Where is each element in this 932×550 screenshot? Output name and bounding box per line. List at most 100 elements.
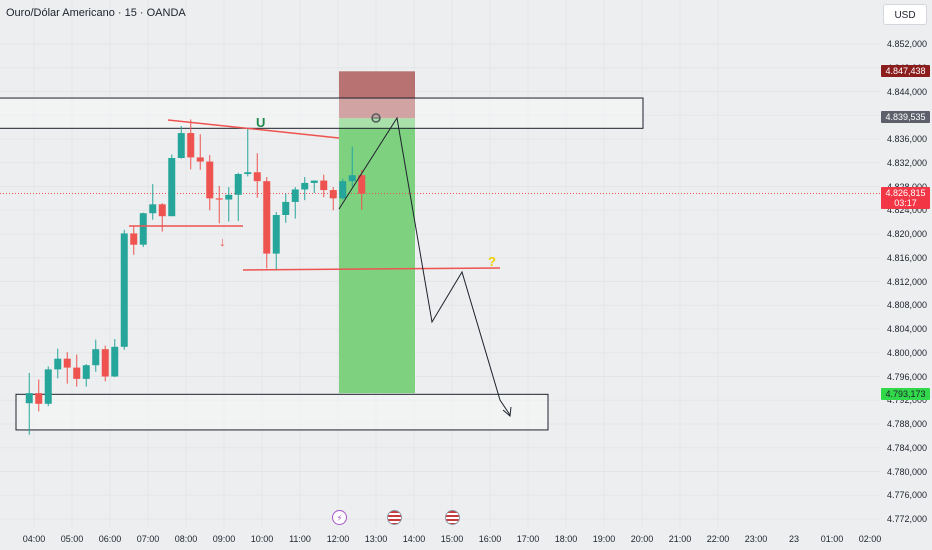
candle-body bbox=[234, 174, 242, 195]
price-tick: 4.784,000 bbox=[887, 442, 928, 453]
candle-body bbox=[329, 190, 337, 199]
candle-body bbox=[263, 181, 271, 254]
current-price-label: 4.826,815 03:17 bbox=[881, 187, 930, 209]
candle-body bbox=[35, 393, 43, 404]
time-tick: 19:00 bbox=[592, 534, 616, 544]
time-tick: 07:00 bbox=[136, 534, 160, 544]
candle-body bbox=[54, 358, 62, 370]
chart-grid bbox=[0, 0, 880, 527]
price-tick: 4.804,000 bbox=[887, 324, 928, 334]
price-tick: 4.808,000 bbox=[887, 300, 928, 311]
us-flag-event-icon[interactable] bbox=[445, 510, 460, 525]
candle-body bbox=[158, 204, 166, 217]
symbol-title[interactable]: Ouro/Dólar Americano · 15 · OANDA bbox=[6, 7, 186, 19]
time-tick: 02:00 bbox=[858, 534, 882, 544]
time-tick: 23 bbox=[788, 534, 800, 544]
price-tick: 4.836,000 bbox=[887, 134, 928, 144]
price-tick: 4.796,000 bbox=[887, 371, 928, 382]
candle-body bbox=[348, 175, 356, 182]
magnet-icon: U bbox=[256, 115, 265, 130]
drawing-zones bbox=[0, 71, 880, 431]
candle-body bbox=[358, 175, 366, 194]
candle-body bbox=[139, 213, 147, 245]
time-tick: 23:00 bbox=[744, 534, 768, 544]
candle-body bbox=[225, 194, 233, 200]
candle-body bbox=[82, 365, 90, 379]
candle-body bbox=[272, 215, 280, 254]
candle-body bbox=[320, 180, 328, 191]
time-tick: 09:00 bbox=[212, 534, 236, 544]
time-tick: 22:00 bbox=[706, 534, 730, 544]
price-tick: 4.772,000 bbox=[887, 514, 928, 524]
time-tick: 20:00 bbox=[630, 534, 654, 544]
candlestick-series bbox=[25, 119, 366, 435]
time-tick: 21:00 bbox=[668, 534, 692, 544]
time-tick: 13:00 bbox=[364, 534, 388, 544]
time-tick: 01:00 bbox=[820, 534, 844, 544]
price-tick: 4.800,000 bbox=[887, 347, 928, 358]
price-tick: 4.852,000 bbox=[887, 39, 928, 49]
candle-body bbox=[282, 201, 290, 215]
candle-body bbox=[301, 182, 309, 190]
price-tick: 4.812,000 bbox=[887, 276, 928, 287]
time-axis[interactable]: 04:00 05:00 06:00 07:00 08:00 09:00 10:00 11:00… bbox=[0, 527, 882, 550]
time-tick: 14:00 bbox=[402, 534, 426, 544]
candle-body bbox=[196, 157, 204, 162]
currency-button[interactable]: USD bbox=[883, 4, 927, 25]
time-tick: 06:00 bbox=[98, 534, 122, 544]
drawing-lines bbox=[129, 116, 512, 417]
price-tick: 4.820,000 bbox=[887, 229, 928, 239]
time-tick: 04:00 bbox=[22, 534, 46, 544]
time-tick: 17:00 bbox=[516, 534, 540, 544]
candle-body bbox=[168, 158, 176, 217]
time-tick: 10:00 bbox=[250, 534, 274, 544]
time-tick: 16:00 bbox=[478, 534, 502, 544]
price-axis[interactable]: 4.852,0004.848,0004.844,0004.840,0004.83… bbox=[880, 0, 932, 550]
stop-zone bbox=[339, 71, 415, 119]
price-tick: 4.828,000 bbox=[887, 182, 927, 192]
candle-body bbox=[25, 393, 33, 404]
candle-body bbox=[44, 369, 52, 404]
down-arrow-icon: ↓ bbox=[219, 234, 226, 249]
time-tick: 18:00 bbox=[554, 534, 578, 544]
price-tick: 4.844,000 bbox=[887, 86, 928, 97]
candle-body bbox=[149, 204, 157, 214]
target-zone bbox=[339, 118, 415, 394]
annotations: ? U ↓ bbox=[219, 113, 496, 269]
price-tick: 4.780,000 bbox=[887, 466, 928, 477]
price-tick: 4.788,000 bbox=[887, 419, 928, 429]
time-tick: 05:00 bbox=[60, 534, 84, 544]
stop-price-label: 4.847,438 bbox=[881, 65, 930, 77]
demand-zone-box bbox=[15, 393, 549, 431]
candle-body bbox=[310, 180, 318, 183]
time-tick: 11:00 bbox=[289, 534, 311, 544]
price-tick: 4.832,000 bbox=[887, 157, 928, 168]
candle-body bbox=[73, 367, 81, 379]
candle-body bbox=[130, 233, 138, 245]
price-tick: 4.816,000 bbox=[887, 252, 928, 263]
supply-zone-box bbox=[0, 97, 644, 129]
candle-body bbox=[111, 346, 119, 377]
flash-event-icon[interactable]: ⚡ bbox=[332, 510, 347, 525]
question-mark: ? bbox=[488, 254, 496, 269]
candle-body bbox=[92, 349, 100, 366]
candle-body bbox=[291, 189, 299, 202]
us-flag-event-icon[interactable] bbox=[387, 510, 402, 525]
time-tick: 15:00 bbox=[440, 534, 464, 544]
candle-body bbox=[101, 349, 109, 377]
candle-body bbox=[206, 161, 214, 199]
candle-body bbox=[187, 133, 195, 158]
price-chart-canvas[interactable]: ? U ↓ bbox=[0, 0, 880, 550]
candle-body bbox=[63, 358, 71, 368]
price-tick: 4.792,000 bbox=[887, 395, 928, 406]
horizontal-level-line bbox=[242, 267, 501, 271]
candle-body bbox=[120, 233, 128, 347]
target-price-label: 4.793,173 bbox=[881, 388, 930, 400]
price-tick: 4.776,000 bbox=[887, 490, 928, 501]
chart-background bbox=[0, 0, 880, 550]
zone-price-label: 4.839,535 bbox=[881, 111, 930, 123]
candle-body bbox=[244, 172, 252, 175]
time-tick: 12:00 bbox=[326, 534, 350, 544]
projected-path bbox=[338, 116, 511, 416]
candle-body bbox=[339, 181, 347, 199]
